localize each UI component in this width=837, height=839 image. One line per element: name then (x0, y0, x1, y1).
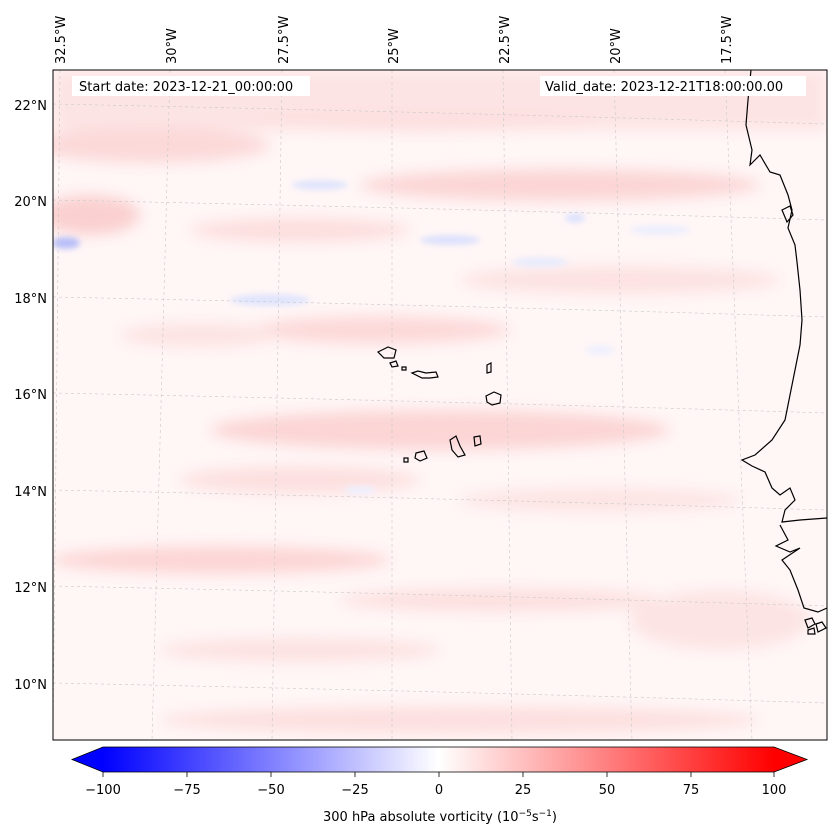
island-santo-antao (376, 346, 397, 359)
colorbar-tick-label: 75 (683, 783, 700, 798)
island-sao-nicolau (410, 370, 439, 379)
lon-label: 32.5°W (54, 16, 69, 64)
map-frame (52, 69, 828, 741)
africa-coastline (740, 70, 827, 523)
lon-label: 17.5°W (720, 16, 735, 64)
colorbar-title: 300 hPa absolute vorticity (10−5s−1) (323, 809, 557, 825)
lon-label: 22.5°W (498, 16, 513, 64)
bijagos-islands (804, 617, 827, 635)
longitude-labels: 32.5°W 30°W 27.5°W 25°W 22.5°W 20°W 17.5… (54, 16, 735, 64)
colorbar-tick-label: −25 (341, 783, 368, 798)
lat-label: 22°N (14, 99, 47, 114)
map-area (53, 70, 827, 740)
lon-label: 27.5°W (277, 16, 292, 64)
lat-label: 14°N (14, 485, 47, 500)
valid-date-label: Valid_date: 2023-12-21T18:00:00.00 (545, 80, 783, 95)
lat-label: 10°N (14, 678, 47, 693)
start-date-box (72, 76, 310, 96)
island-boa-vista (485, 391, 502, 406)
lat-label: 12°N (14, 581, 47, 596)
start-date-label: Start date: 2023-12-21_00:00:00 (79, 80, 293, 95)
lon-label: 25°W (387, 28, 402, 64)
colorbar-tick-label: −50 (257, 783, 284, 798)
graticule (53, 70, 827, 740)
colorbar-tick-label: −75 (173, 783, 200, 798)
colorbar: −100 −75 −50 −25 0 25 50 75 100 300 hPa … (70, 746, 809, 825)
colorbar-ticks (102, 772, 775, 777)
colorbar-tick-label: 25 (515, 783, 532, 798)
vorticity-negative-areas (53, 180, 690, 494)
lon-label: 20°W (609, 28, 624, 64)
colorbar-gradient (103, 747, 774, 772)
africa-coastline-south (774, 524, 827, 613)
colorbar-tick-label: −100 (85, 783, 121, 798)
cape-verde-islands (376, 346, 502, 463)
lat-label: 16°N (14, 388, 47, 403)
island-maio (473, 435, 482, 447)
island-santa-luzia (401, 366, 407, 371)
valid-date-box (540, 76, 806, 96)
colorbar-min-extension (72, 747, 103, 772)
latitude-labels: 22°N 20°N 18°N 16°N 14°N 12°N 10°N (14, 99, 47, 693)
coastline (740, 70, 827, 635)
island-brava (403, 457, 409, 463)
island-sao-vicente (389, 360, 399, 368)
lon-label: 30°W (165, 28, 180, 64)
island-santiago (449, 435, 466, 458)
island-fogo (414, 450, 428, 462)
colorbar-tick-label: 100 (762, 783, 787, 798)
colorbar-tick-label: 0 (435, 783, 443, 798)
lat-label: 18°N (14, 292, 47, 307)
colorbar-max-extension (774, 747, 807, 772)
lat-label: 20°N (14, 195, 47, 210)
colorbar-tick-label: 50 (599, 783, 616, 798)
banc-d-arguin (781, 205, 794, 224)
island-sal (486, 362, 492, 374)
